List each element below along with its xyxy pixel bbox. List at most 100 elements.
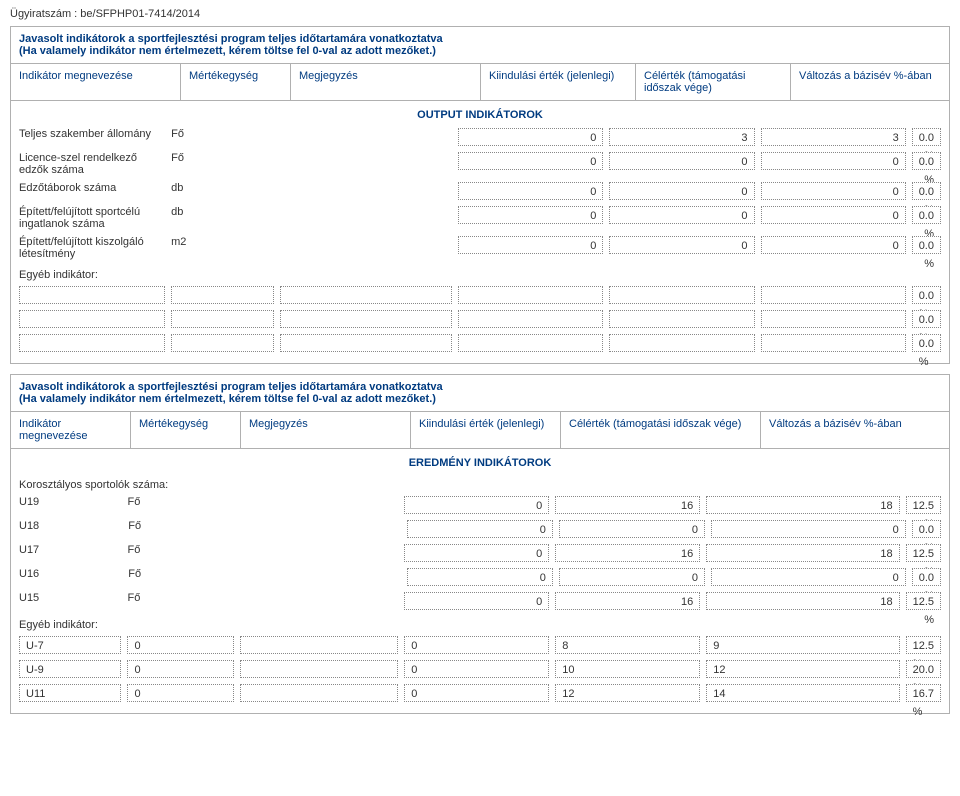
- pct-value[interactable]: 0.0 %: [912, 128, 941, 146]
- start-input[interactable]: 0: [404, 660, 549, 678]
- target-input[interactable]: [609, 286, 754, 304]
- start-input[interactable]: [458, 334, 603, 352]
- target2-input[interactable]: 0: [761, 152, 906, 170]
- target2-input[interactable]: 0: [761, 236, 906, 254]
- row-note: [234, 592, 398, 610]
- note-input[interactable]: [240, 636, 399, 654]
- pct-value[interactable]: 0.0 %: [912, 206, 941, 224]
- target-input[interactable]: 8: [555, 636, 700, 654]
- target-input[interactable]: 0: [609, 236, 754, 254]
- target2-input[interactable]: 18: [706, 496, 899, 514]
- label-input[interactable]: [19, 334, 165, 352]
- start-input[interactable]: 0: [404, 496, 549, 514]
- label-input[interactable]: U11: [19, 684, 121, 702]
- start-input[interactable]: 0: [458, 128, 603, 146]
- target-input[interactable]: 16: [555, 544, 700, 562]
- row-label: U19: [19, 496, 127, 514]
- row-unit: m2: [171, 236, 274, 260]
- row-note: [274, 236, 452, 260]
- target-input[interactable]: 10: [555, 660, 700, 678]
- unit-input[interactable]: [171, 334, 274, 352]
- start-input[interactable]: 0: [407, 568, 553, 586]
- target2-input[interactable]: 3: [761, 128, 906, 146]
- note-input[interactable]: [280, 286, 452, 304]
- row-label: U18: [19, 520, 128, 538]
- other-indicator-label: Egyéb indikátor:: [19, 613, 941, 633]
- row-label: U17: [19, 544, 127, 562]
- target-input[interactable]: 0: [609, 152, 754, 170]
- target-input[interactable]: 3: [609, 128, 754, 146]
- unit-input[interactable]: 0: [127, 660, 233, 678]
- pct-value[interactable]: 0.0 %: [912, 334, 941, 352]
- start-input[interactable]: [458, 310, 603, 328]
- pct-value[interactable]: 0.0 %: [912, 520, 941, 538]
- table-row: U17Fő0161812.5 %: [19, 541, 941, 565]
- row-unit: Fő: [127, 592, 233, 610]
- col-note: Megjegyzés: [241, 412, 411, 448]
- start-input[interactable]: 0: [458, 206, 603, 224]
- label-input[interactable]: [19, 286, 165, 304]
- start-input[interactable]: 0: [404, 636, 549, 654]
- unit-input[interactable]: 0: [127, 684, 233, 702]
- target2-input[interactable]: 0: [761, 206, 906, 224]
- target-input[interactable]: 0: [609, 182, 754, 200]
- target-input[interactable]: 12: [555, 684, 700, 702]
- target-input[interactable]: 0: [559, 568, 705, 586]
- start-input[interactable]: 0: [458, 236, 603, 254]
- row-label: Teljes szakember állomány: [19, 128, 171, 146]
- pct-value[interactable]: 0.0 %: [912, 310, 941, 328]
- note-input[interactable]: [240, 684, 399, 702]
- target-input[interactable]: [609, 334, 754, 352]
- start-input[interactable]: [458, 286, 603, 304]
- pct-value[interactable]: 12.5 %: [906, 592, 941, 610]
- target2-input[interactable]: 12: [706, 660, 899, 678]
- target2-input[interactable]: [761, 334, 906, 352]
- pct-value[interactable]: 12.5 %: [906, 636, 941, 654]
- target-input[interactable]: 0: [559, 520, 705, 538]
- pct-value[interactable]: 12.5 %: [906, 496, 941, 514]
- target2-input[interactable]: 18: [706, 544, 899, 562]
- pct-value[interactable]: 16.7 %: [906, 684, 941, 702]
- unit-input[interactable]: [171, 286, 274, 304]
- note-input[interactable]: [280, 310, 452, 328]
- pct-value[interactable]: 0.0 %: [912, 182, 941, 200]
- unit-input[interactable]: 0: [127, 636, 233, 654]
- pct-value[interactable]: 0.0 %: [912, 568, 941, 586]
- table-row: U-7008912.5 %: [19, 633, 941, 657]
- pct-value[interactable]: 0.0 %: [912, 286, 941, 304]
- target2-input[interactable]: 9: [706, 636, 899, 654]
- note-input[interactable]: [280, 334, 452, 352]
- row-note: [234, 544, 398, 562]
- pct-value[interactable]: 0.0 %: [912, 152, 941, 170]
- target2-input[interactable]: 0: [761, 182, 906, 200]
- label-input[interactable]: U-9: [19, 660, 121, 678]
- section1-title: Javasolt indikátorok a sportfejlesztési …: [19, 33, 443, 45]
- target2-input[interactable]: 18: [706, 592, 899, 610]
- start-input[interactable]: 0: [458, 182, 603, 200]
- table-row: Edzőtáborok számadb0000.0 %: [19, 179, 941, 203]
- target2-input[interactable]: [761, 310, 906, 328]
- start-input[interactable]: 0: [404, 592, 549, 610]
- start-input[interactable]: 0: [404, 544, 549, 562]
- target2-input[interactable]: 0: [711, 520, 906, 538]
- target2-input[interactable]: 0: [711, 568, 906, 586]
- start-input[interactable]: 0: [458, 152, 603, 170]
- note-input[interactable]: [240, 660, 399, 678]
- unit-input[interactable]: [171, 310, 274, 328]
- pct-value[interactable]: 0.0 %: [912, 236, 941, 254]
- pct-value[interactable]: 12.5 %: [906, 544, 941, 562]
- target-input[interactable]: 0: [609, 206, 754, 224]
- label-input[interactable]: [19, 310, 165, 328]
- target2-input[interactable]: [761, 286, 906, 304]
- start-input[interactable]: 0: [407, 520, 553, 538]
- label-input[interactable]: U-7: [19, 636, 121, 654]
- target-input[interactable]: 16: [555, 592, 700, 610]
- start-input[interactable]: 0: [404, 684, 549, 702]
- row-note: [274, 206, 452, 230]
- target2-input[interactable]: 14: [706, 684, 899, 702]
- pct-value[interactable]: 20.0 %: [906, 660, 941, 678]
- target-input[interactable]: 16: [555, 496, 700, 514]
- row-label: Épített/felújított sportcélú ingatlanok …: [19, 206, 171, 230]
- target-input[interactable]: [609, 310, 754, 328]
- col-name: Indikátor megnevezése: [11, 64, 181, 100]
